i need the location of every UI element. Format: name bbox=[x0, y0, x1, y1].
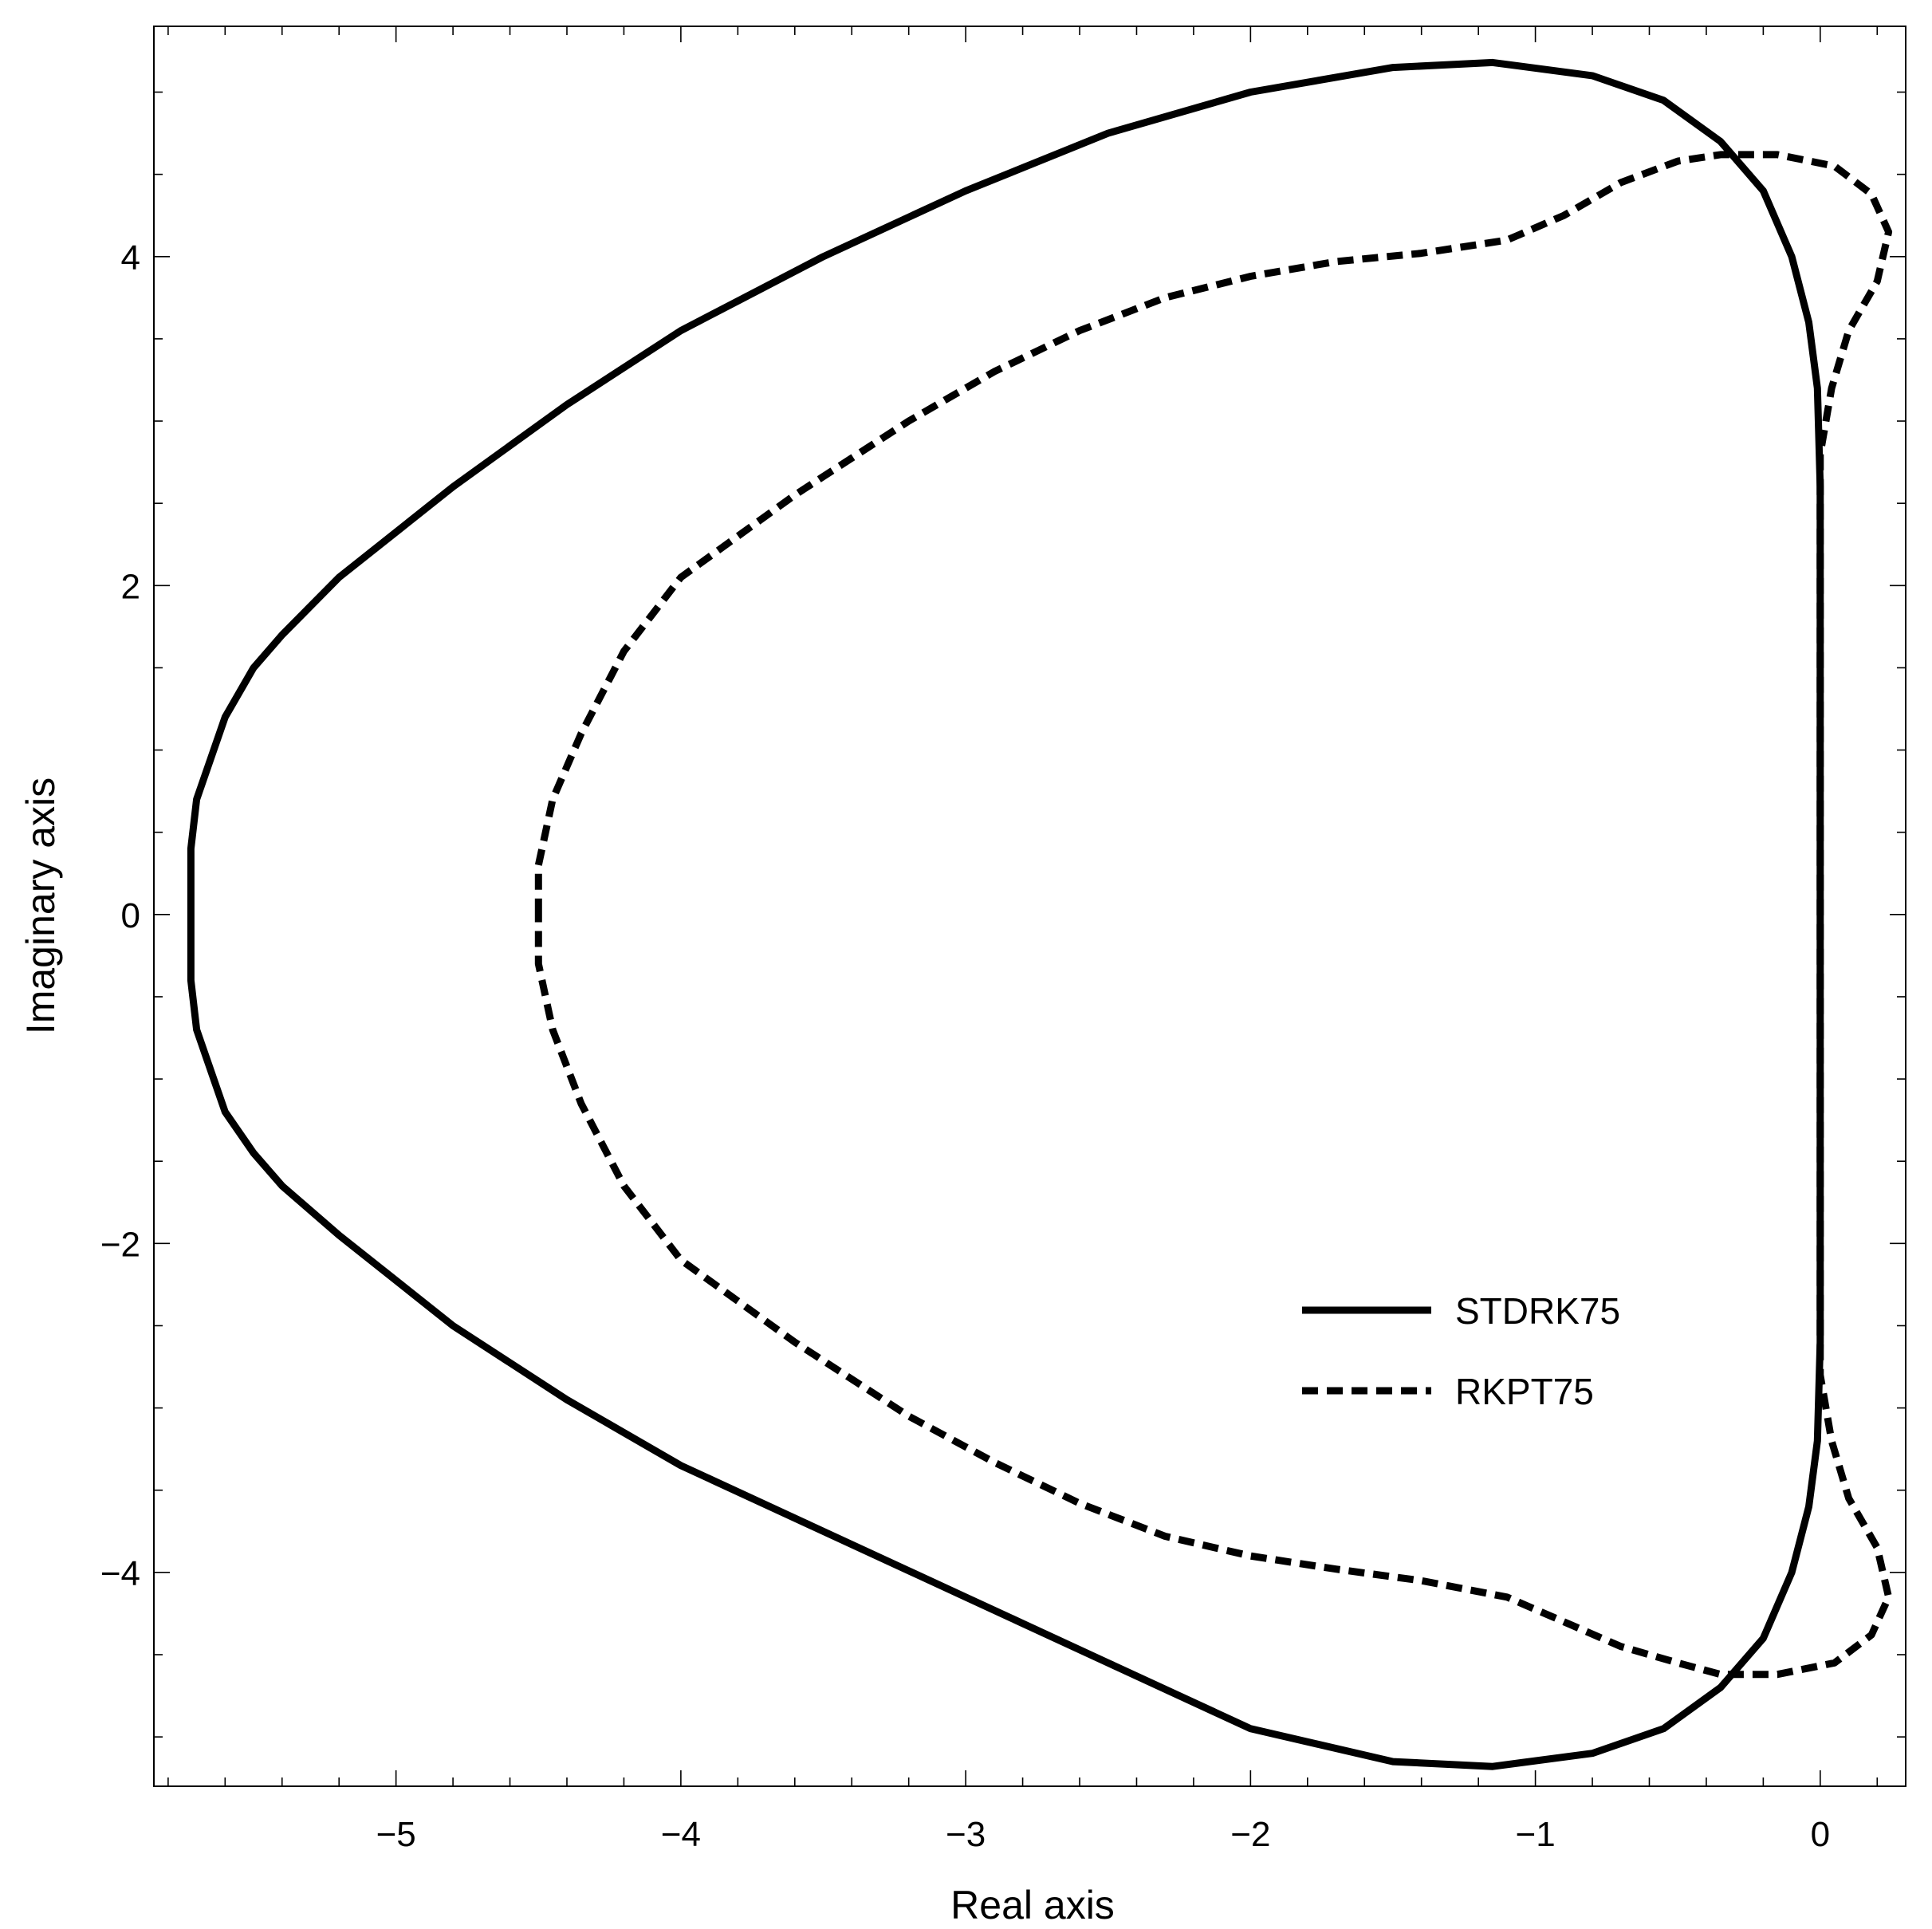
y-tick-label: −4 bbox=[100, 1554, 140, 1593]
x-tick-label: −5 bbox=[376, 1815, 416, 1854]
x-tick-label: −4 bbox=[661, 1815, 701, 1854]
plot-frame bbox=[153, 26, 1906, 1787]
axis-ticks bbox=[154, 26, 1906, 1786]
x-tick-label: −2 bbox=[1230, 1815, 1270, 1854]
legend-label-rkpt75: RKPT75 bbox=[1455, 1371, 1594, 1412]
x-axis-label: Real axis bbox=[950, 1883, 1115, 1927]
x-tick-label: −3 bbox=[946, 1815, 986, 1854]
x-tick-label: −1 bbox=[1516, 1815, 1556, 1854]
x-tick-label: 0 bbox=[1811, 1815, 1830, 1854]
y-tick-label: 2 bbox=[121, 567, 140, 606]
y-axis-label: Imaginary axis bbox=[18, 778, 63, 1034]
y-tick-label: 4 bbox=[121, 238, 140, 278]
legend: STDRK75 RKPT75 bbox=[1302, 1290, 1620, 1412]
legend-label-stdrk75: STDRK75 bbox=[1455, 1290, 1620, 1332]
series-line-rkpt75 bbox=[534, 151, 1893, 1679]
y-tick-label: 0 bbox=[121, 896, 140, 935]
series-line-stdrk75 bbox=[187, 58, 1824, 1770]
axis-tick-labels: −5 −4 −3 −2 −1 0 −4 −2 0 2 4 bbox=[100, 238, 1830, 1854]
y-tick-label: −2 bbox=[100, 1225, 140, 1264]
plot-curves bbox=[187, 58, 1893, 1770]
